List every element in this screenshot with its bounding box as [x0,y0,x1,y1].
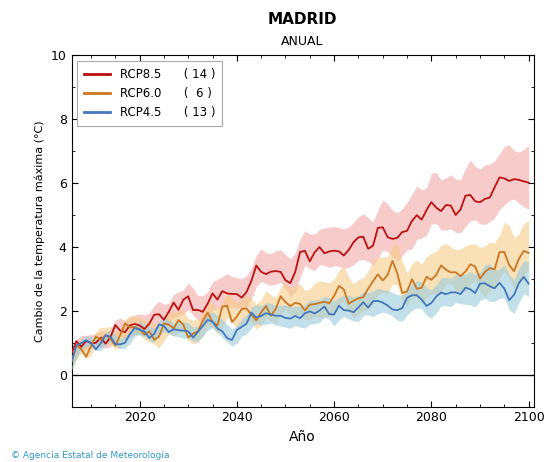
Text: MADRID: MADRID [268,12,337,27]
Text: © Agencia Estatal de Meteorología: © Agencia Estatal de Meteorología [11,451,169,460]
X-axis label: Año: Año [289,430,316,444]
Y-axis label: Cambio de la temperatura máxima (°C): Cambio de la temperatura máxima (°C) [35,120,45,342]
Text: ANUAL: ANUAL [281,36,324,49]
Legend: RCP8.5      ( 14 ), RCP6.0      (  6 ), RCP4.5      ( 13 ): RCP8.5 ( 14 ), RCP6.0 ( 6 ), RCP4.5 ( 13… [78,61,223,126]
